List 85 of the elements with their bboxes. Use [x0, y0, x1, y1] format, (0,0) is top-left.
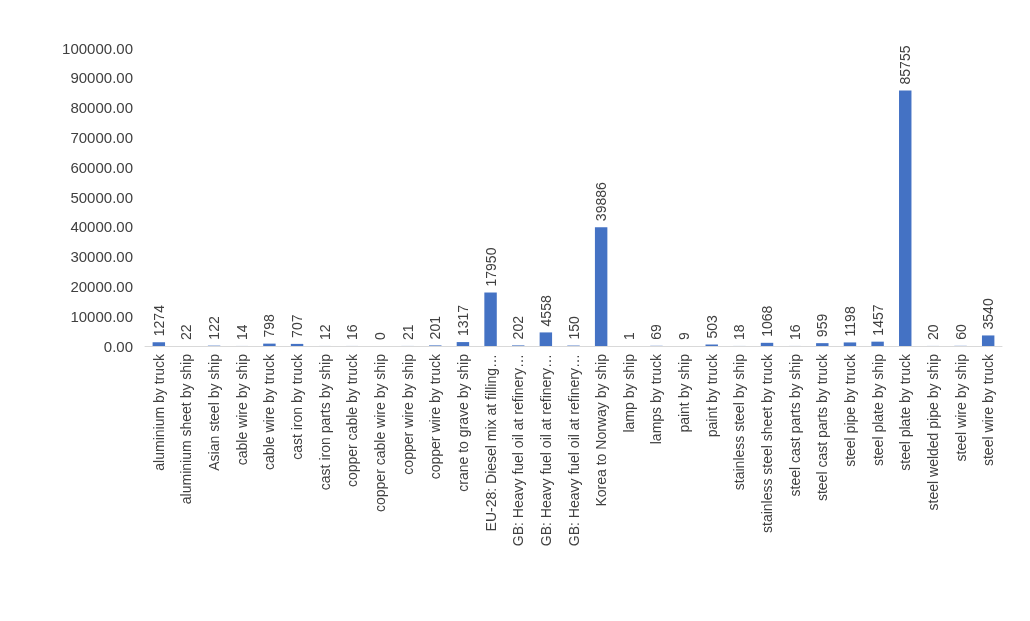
data-label: 707	[289, 314, 306, 338]
x-tick-label: stainless steel sheet by truck	[759, 353, 776, 533]
data-label: 122	[206, 316, 223, 340]
x-tick-label: Korea to Norway by ship	[593, 353, 610, 507]
data-label: 69	[648, 324, 665, 340]
data-label: 201	[427, 315, 444, 340]
y-tick-label: 10000.00	[70, 307, 133, 325]
data-label: 85755	[897, 45, 914, 85]
bar	[152, 342, 166, 346]
bar	[871, 341, 884, 346]
data-label: 1457	[869, 304, 886, 336]
y-tick-label: 0.00	[103, 337, 133, 355]
y-tick-label: 80000.00	[70, 99, 133, 117]
y-tick-label: 70000.00	[70, 128, 133, 146]
bar	[760, 342, 774, 346]
y-tick-label: 100000.00	[62, 39, 133, 57]
x-tick-label: aluminium by truck	[150, 353, 167, 471]
data-label: 202	[510, 315, 527, 340]
x-tick-label: cable wire by ship	[233, 353, 250, 466]
data-label: 1274	[150, 304, 167, 337]
data-label: 60	[952, 324, 969, 340]
x-tick-label: steel cast parts by ship	[786, 353, 803, 497]
x-tick-label: copper cable wire by ship	[371, 353, 388, 512]
data-label: 959	[814, 313, 831, 338]
x-tick-label: crane to grave by ship	[454, 353, 471, 492]
x-tick-label: copper cable by truck	[344, 353, 361, 488]
x-tick-label: GB: Heavy fuel oil at refinery…	[510, 354, 527, 547]
x-tick-label: GB: Heavy fuel oil at refinery…	[565, 354, 582, 547]
data-label: 21	[399, 324, 416, 340]
data-label: 1198	[841, 306, 858, 337]
x-tick-label: steel pipe by truck	[841, 353, 858, 467]
x-tick-label: steel wire by truck	[980, 353, 997, 467]
x-tick-label: steel plate by ship	[869, 353, 886, 467]
bar	[594, 227, 608, 346]
bar	[539, 332, 553, 346]
x-tick-label: GB: Heavy fuel oil at refinery…	[537, 354, 554, 547]
data-label: 16	[344, 324, 361, 340]
data-label: 503	[703, 314, 720, 339]
bar	[290, 343, 304, 346]
bar	[981, 335, 995, 346]
bar	[484, 292, 497, 346]
data-label: 14	[233, 324, 250, 340]
x-tick-label: steel wire by ship	[952, 353, 969, 462]
y-tick-label: 20000.00	[70, 277, 133, 295]
data-label: 1317	[454, 304, 471, 337]
data-label: 4558	[537, 295, 554, 327]
x-tick-label: lamp by ship	[620, 353, 637, 433]
data-label: 1	[620, 332, 637, 340]
x-tick-label: lamps by truck	[648, 353, 665, 445]
x-tick-label: cable wire by truck	[261, 353, 278, 470]
x-tick-label: cast iron parts by ship	[316, 353, 333, 491]
x-tick-label: steel cast parts by truck	[814, 353, 831, 502]
x-tick-label: Asian steel by ship	[206, 353, 223, 471]
bar	[899, 90, 912, 346]
x-tick-label: steel welded pipe by ship	[924, 353, 941, 511]
y-tick-label: 30000.00	[70, 248, 133, 266]
data-label: 1068	[759, 305, 776, 337]
bar	[843, 342, 857, 346]
x-tick-label: paint by ship	[676, 353, 693, 433]
data-label: 17950	[482, 247, 499, 287]
x-tick-label: stainless steel by ship	[731, 353, 748, 491]
bar	[456, 342, 470, 346]
x-tick-label: steel plate by truck	[897, 353, 914, 471]
data-label: 0	[371, 332, 388, 340]
x-tick-label: copper wire by truck	[427, 353, 444, 480]
data-label: 39886	[593, 182, 610, 222]
y-tick-label: 60000.00	[70, 158, 133, 176]
data-label: 22	[178, 324, 195, 340]
bar	[816, 343, 829, 346]
data-label: 12	[316, 324, 333, 340]
data-label: 3540	[980, 298, 997, 330]
data-label: 798	[261, 314, 278, 338]
data-label: 18	[731, 324, 748, 340]
x-tick-label: EU-28: Diesel mix at filling…	[482, 354, 499, 532]
data-label: 16	[786, 324, 803, 340]
x-tick-label: paint by truck	[703, 353, 720, 438]
x-tick-label: copper wire by ship	[399, 353, 416, 475]
y-tick-label: 50000.00	[70, 188, 133, 206]
y-tick-label: 90000.00	[70, 69, 133, 87]
x-tick-label: cast iron by truck	[289, 353, 306, 460]
y-tick-label: 40000.00	[70, 218, 133, 236]
data-label: 150	[565, 315, 582, 340]
x-tick-label: aluminium sheet by ship	[178, 353, 195, 505]
data-label: 20	[924, 324, 941, 340]
data-label: 9	[676, 331, 693, 340]
